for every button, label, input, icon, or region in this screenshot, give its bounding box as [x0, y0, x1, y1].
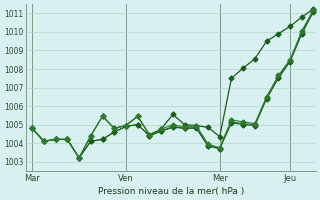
- X-axis label: Pression niveau de la mer( hPa ): Pression niveau de la mer( hPa ): [98, 187, 244, 196]
